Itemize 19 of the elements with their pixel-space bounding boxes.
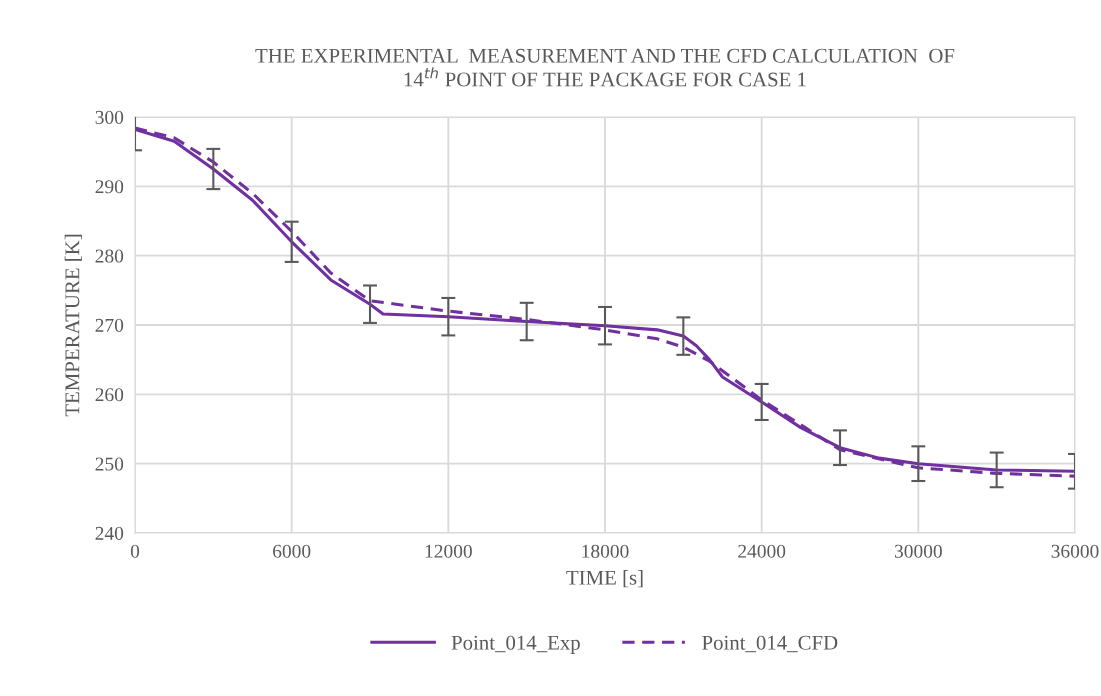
x-tick-label: 18000 [582, 544, 629, 558]
x-tick-label: 36000 [1051, 544, 1099, 558]
x-tick-label: 0 [130, 544, 140, 558]
x-axis-title: TIME [s] [566, 570, 643, 588]
legend-label: Point_014_CFD [702, 635, 838, 653]
y-tick-label: 270 [95, 318, 124, 332]
y-tick-label: 240 [95, 526, 124, 540]
x-tick-label: 30000 [894, 544, 942, 558]
x-tick-label: 12000 [425, 544, 472, 558]
y-tick-label: 280 [95, 249, 124, 263]
x-tick-label: 6000 [273, 544, 311, 558]
chart-title: THE EXPERIMENTAL MEASUREMENT AND THE CFD CALCULATION OF 14$^{th}$ POINT OF THE PACKAGE FOR CASE 1 [255, 48, 955, 87]
y-tick-label: 300 [95, 110, 124, 124]
y-tick-label: 260 [95, 388, 124, 402]
x-tick-label: 24000 [738, 544, 786, 558]
y-axis-title: TEMPERATURE [K] [64, 234, 82, 417]
legend-label: Point_014_Exp [451, 635, 580, 654]
y-tick-label: 290 [95, 180, 124, 194]
y-tick-label: 250 [95, 457, 124, 471]
